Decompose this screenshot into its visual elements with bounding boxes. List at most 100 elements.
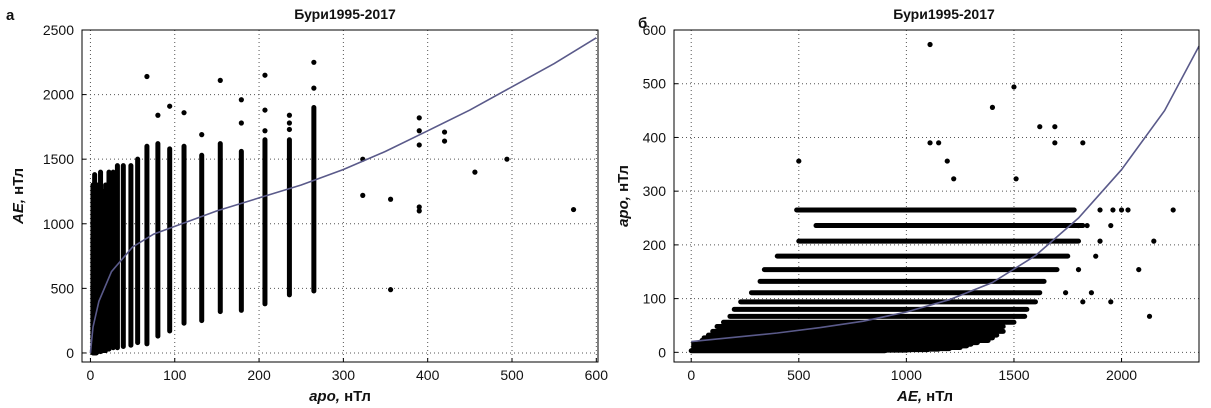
a-data-point	[416, 142, 422, 148]
b-data-point	[1118, 207, 1125, 213]
panel-b: б Бури1995-2017 0 500 1000 1500 2000 0 100 200…	[615, 6, 1200, 405]
a-data-point	[181, 110, 187, 116]
panel-b-y-axis-label: apo, нТл	[615, 165, 632, 227]
b-data-point	[1037, 124, 1043, 130]
b-data-point	[1108, 299, 1114, 305]
panel-b-letter: б	[638, 15, 647, 32]
b-data-point	[927, 41, 933, 48]
panel-a-y-axis-label-var: AE,	[10, 199, 27, 225]
panel-a-y-ticks: 0 500 1000 1500 2000 2500	[43, 22, 86, 361]
a-data-point	[167, 103, 173, 109]
b-y-tick-label: 300	[643, 183, 667, 199]
panel-b-x-axis-label-unit: нТл	[922, 388, 953, 405]
panel-b-title: Бури1995-2017	[893, 6, 995, 22]
b-data-point	[1075, 266, 1082, 273]
b-data-point	[1052, 140, 1058, 146]
b-x-tick-label: 2000	[1106, 367, 1137, 383]
a-data-point	[416, 128, 422, 134]
panel-a: а Бури1995-2017 0 100 200 300 400 500 600 0 500…	[6, 6, 608, 405]
b-data-point	[1013, 176, 1019, 182]
panel-a-x-axis-label-unit: нТл	[340, 388, 371, 405]
a-data-point	[311, 59, 317, 65]
a-data-point	[199, 132, 205, 138]
panel-b-grid	[674, 30, 1199, 362]
b-data-point	[1136, 266, 1142, 273]
a-y-tick-label: 2000	[43, 87, 74, 103]
a-data-point	[144, 73, 150, 80]
panel-a-y-axis-label: AE, нТл	[10, 168, 27, 225]
b-data-point	[1088, 290, 1095, 296]
b-data-point	[1170, 207, 1176, 213]
a-x-tick-label: 500	[500, 367, 524, 383]
b-dense-cloud	[691, 341, 971, 353]
b-data-point	[1080, 299, 1086, 305]
a-data-point	[238, 97, 244, 103]
panel-b-x-ticks: 0 500 1000 1500 2000	[687, 358, 1137, 383]
a-data-point	[504, 156, 510, 162]
a-data-point	[416, 115, 422, 121]
a-data-point	[262, 72, 268, 78]
panel-a-title: Бури1995-2017	[294, 6, 396, 22]
panel-b-y-ticks: 0 100 200 300 400 500 600	[643, 22, 678, 360]
b-data-point	[1011, 313, 1017, 319]
a-data-point	[441, 129, 448, 135]
a-data-point	[286, 126, 293, 133]
a-data-point	[360, 192, 366, 198]
b-x-tick-label: 0	[687, 367, 695, 383]
panel-a-letter: а	[6, 7, 15, 24]
b-data-point	[1108, 222, 1114, 229]
b-data-point	[1075, 222, 1082, 229]
panel-a-fit-curve	[89, 37, 597, 354]
b-data-point	[936, 140, 942, 146]
a-data-point	[238, 120, 244, 126]
b-x-tick-label: 1000	[891, 367, 922, 383]
a-data-point	[570, 206, 577, 213]
panel-b-y-axis-label-var: apo,	[615, 196, 632, 227]
a-data-point	[416, 204, 422, 210]
a-data-point	[441, 138, 448, 144]
a-x-tick-label: 0	[87, 367, 95, 383]
b-data-point	[1097, 207, 1103, 213]
b-data-point	[1011, 84, 1017, 90]
b-data-point	[796, 158, 802, 164]
b-y-tick-label: 600	[643, 22, 667, 38]
b-data-point	[1097, 238, 1103, 244]
panel-a-x-ticks: 0 100 200 300 400 500 600	[87, 358, 608, 383]
b-data-point	[1110, 207, 1116, 213]
panel-b-frame	[673, 29, 1200, 363]
panel-b-y-axis-label-unit: нТл	[615, 165, 632, 196]
b-data-point	[1062, 290, 1069, 296]
b-y-tick-label: 0	[658, 344, 666, 360]
a-dense-cloud	[90, 191, 108, 353]
a-x-tick-label: 100	[163, 367, 187, 383]
a-data-point	[217, 77, 223, 83]
a-data-point	[472, 169, 478, 175]
a-data-point	[155, 112, 161, 118]
a-data-point	[387, 287, 394, 293]
b-x-tick-label: 500	[787, 367, 811, 383]
b-y-tick-label: 400	[643, 129, 667, 145]
panel-a-columns	[90, 105, 317, 356]
a-data-point	[387, 196, 394, 202]
panel-a-points	[144, 59, 577, 293]
a-y-tick-label: 0	[66, 345, 74, 361]
panel-a-x-axis-label: apo, нТл	[309, 388, 371, 405]
b-y-tick-label: 500	[643, 76, 667, 92]
a-data-point	[262, 128, 268, 134]
a-y-tick-label: 500	[51, 280, 75, 296]
panel-a-frame	[81, 29, 599, 363]
b-data-point	[951, 176, 957, 182]
a-y-tick-label: 1000	[43, 216, 74, 232]
b-x-tick-label: 1500	[998, 367, 1029, 383]
b-data-point	[1093, 253, 1099, 259]
panel-b-fit-curve	[691, 45, 1200, 343]
a-y-tick-label: 1500	[43, 151, 74, 167]
a-data-point	[311, 85, 317, 91]
panel-a-x-axis-label-var: apo,	[309, 388, 340, 405]
panel-b-x-axis-label-var: AE,	[896, 388, 922, 405]
a-data-point	[286, 112, 293, 118]
b-data-point	[1151, 238, 1157, 244]
panel-b-rows	[688, 207, 1086, 354]
b-data-point	[1146, 313, 1153, 319]
